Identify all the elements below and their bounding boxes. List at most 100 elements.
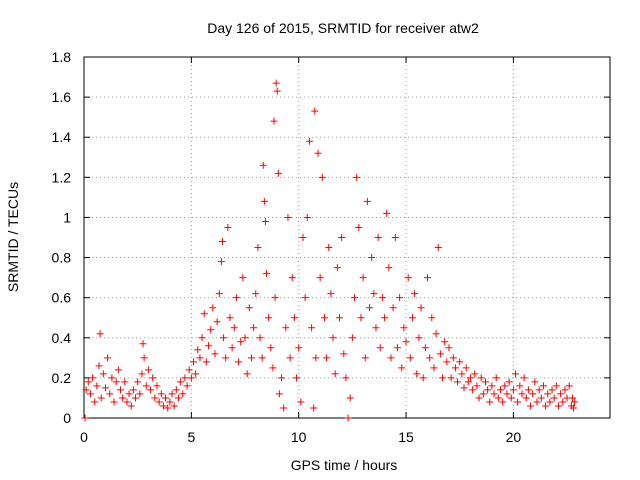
data-point	[385, 264, 393, 272]
data-point	[168, 390, 176, 398]
data-point	[170, 402, 178, 410]
data-point	[230, 324, 238, 332]
data-point	[542, 402, 550, 410]
data-point	[503, 390, 511, 398]
data-point	[172, 386, 180, 394]
data-point	[492, 374, 500, 382]
data-point	[490, 390, 498, 398]
data-point	[527, 402, 535, 410]
data-point	[507, 394, 515, 402]
data-point	[353, 173, 361, 181]
data-point	[439, 374, 447, 382]
data-point	[340, 350, 348, 358]
data-point	[479, 390, 487, 398]
data-point	[466, 374, 474, 382]
data-point	[374, 234, 382, 241]
data-point	[140, 354, 148, 362]
data-point	[232, 294, 240, 302]
data-point	[247, 354, 255, 362]
data-point	[177, 378, 185, 386]
data-point	[241, 334, 249, 342]
data-point	[411, 290, 419, 298]
data-point	[552, 382, 560, 390]
data-point	[119, 394, 127, 402]
data-point	[116, 386, 124, 394]
data-point	[550, 394, 558, 402]
x-tick-label: 20	[506, 429, 522, 445]
data-point	[123, 398, 131, 406]
data-point	[245, 304, 253, 312]
data-point	[497, 386, 505, 394]
data-point	[138, 370, 146, 378]
data-point	[323, 354, 331, 362]
data-point	[419, 374, 427, 382]
data-point	[449, 354, 457, 362]
data-point	[196, 354, 204, 362]
data-point	[368, 254, 376, 262]
data-point	[361, 354, 369, 362]
data-point	[363, 197, 371, 205]
data-point	[428, 314, 436, 322]
data-point	[383, 209, 391, 217]
data-point	[516, 382, 524, 390]
data-point	[89, 374, 97, 382]
data-point	[84, 378, 92, 386]
data-point	[256, 334, 264, 342]
data-point	[295, 344, 303, 352]
data-point	[494, 394, 502, 402]
data-point	[376, 344, 384, 352]
data-point	[443, 358, 451, 366]
data-point	[561, 386, 569, 394]
x-tick-label: 10	[291, 429, 307, 445]
data-point	[132, 394, 140, 402]
data-point	[127, 402, 135, 410]
data-point	[546, 398, 554, 406]
data-point	[213, 318, 221, 326]
data-point	[441, 338, 449, 346]
data-point	[194, 346, 202, 354]
data-point	[286, 354, 294, 362]
data-point	[486, 398, 494, 406]
data-points	[81, 79, 579, 422]
data-point	[529, 390, 537, 398]
grid	[84, 57, 610, 418]
data-point	[456, 358, 464, 366]
data-point	[344, 414, 352, 422]
data-point	[157, 390, 165, 398]
data-point	[458, 370, 466, 378]
data-point	[110, 398, 118, 406]
data-point	[228, 344, 236, 352]
data-point	[512, 370, 520, 378]
data-point	[261, 217, 269, 225]
data-point	[272, 79, 280, 87]
data-point	[129, 386, 137, 394]
data-point	[434, 244, 442, 252]
data-point	[501, 382, 509, 390]
data-point	[393, 344, 401, 352]
data-point	[270, 117, 278, 125]
y-tick-label: 0	[63, 410, 71, 426]
data-point	[209, 304, 217, 312]
data-point	[271, 294, 279, 302]
y-tick-label: 1	[63, 209, 71, 225]
data-point	[299, 234, 307, 241]
data-point	[346, 394, 354, 402]
y-tick-label: 1.4	[52, 129, 72, 145]
data-point	[153, 382, 161, 390]
data-point	[99, 370, 107, 378]
data-point	[524, 386, 532, 394]
data-point	[136, 390, 144, 398]
data-point	[185, 366, 193, 374]
data-point	[518, 390, 526, 398]
data-point	[421, 344, 429, 352]
data-point	[106, 390, 114, 398]
data-point	[252, 290, 260, 298]
data-point	[258, 354, 266, 362]
data-point	[179, 390, 187, 398]
data-point	[95, 362, 103, 370]
data-point	[312, 354, 320, 362]
data-point	[357, 314, 365, 322]
data-point	[250, 324, 258, 332]
data-point	[166, 398, 174, 406]
data-point	[91, 398, 99, 406]
